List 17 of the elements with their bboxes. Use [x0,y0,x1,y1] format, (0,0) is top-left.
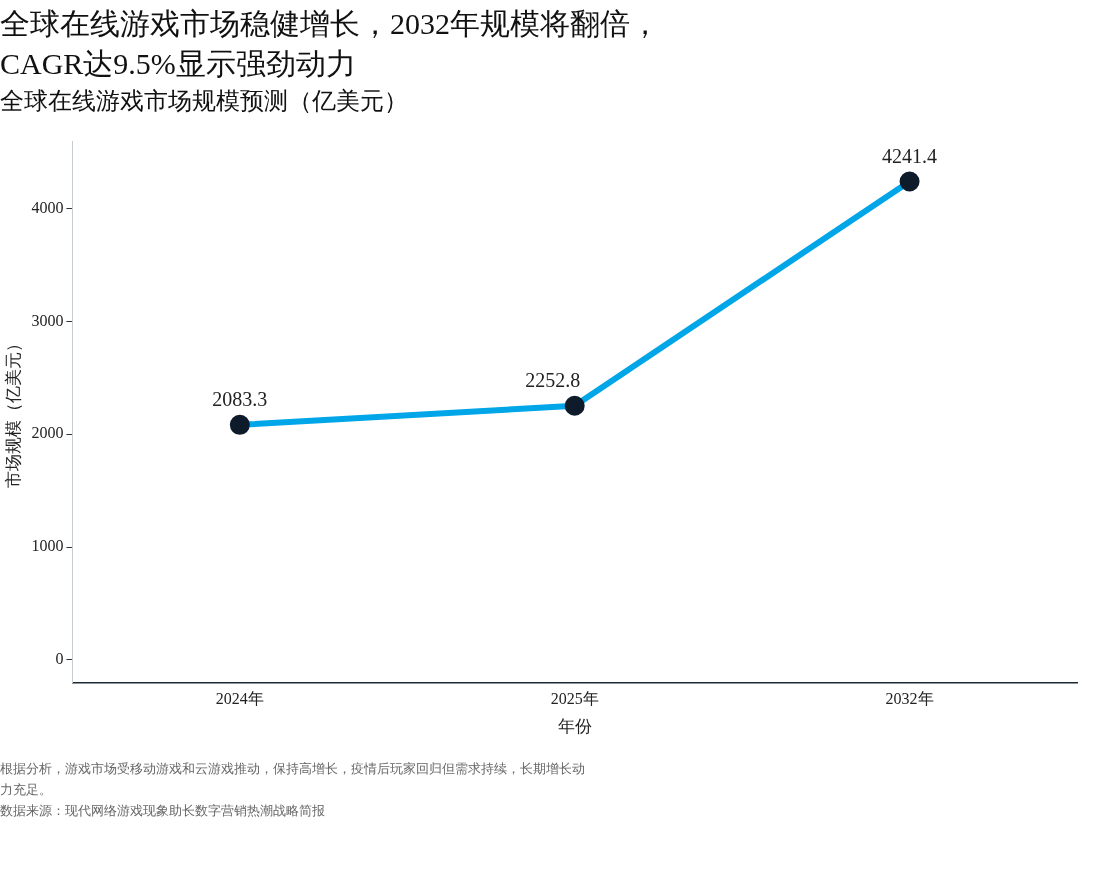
y-tick-label: 3000 [31,311,64,329]
x-tick-label: 2025年 [550,690,599,708]
data-label: 4241.4 [882,144,938,167]
y-axis-title: 市场规模（亿美元） [3,335,23,489]
y-tick-label: 4000 [31,198,64,216]
x-tick-label: 2032年 [885,690,934,708]
text: 根据分析，游戏市场受移动游戏和云游戏推动，保持高增长，疫情后玩家回归但需求持续，长期增长动力充足。 [0,760,586,799]
x-axis-title: 年份 [557,717,592,737]
source-note: 数据来源：现代网络游戏现象助长数字营销热潮战略简报 [0,802,326,820]
y-tick-label: 1000 [31,537,64,555]
data-label: 2083.3 [212,388,268,411]
chart-title: 全球在线游戏市场稳健增长，2032年规模将翻倍，CAGR达9.5%显示强劲动力 [0,6,661,82]
data-label: 2252.8 [525,368,581,391]
y-tick-label: 2000 [31,424,64,442]
x-tick-label: 2024年 [215,690,264,708]
y-tick-label: 0 [55,650,64,668]
chart-subtitle: 全球在线游戏市场规模预测（亿美元） [0,87,409,116]
